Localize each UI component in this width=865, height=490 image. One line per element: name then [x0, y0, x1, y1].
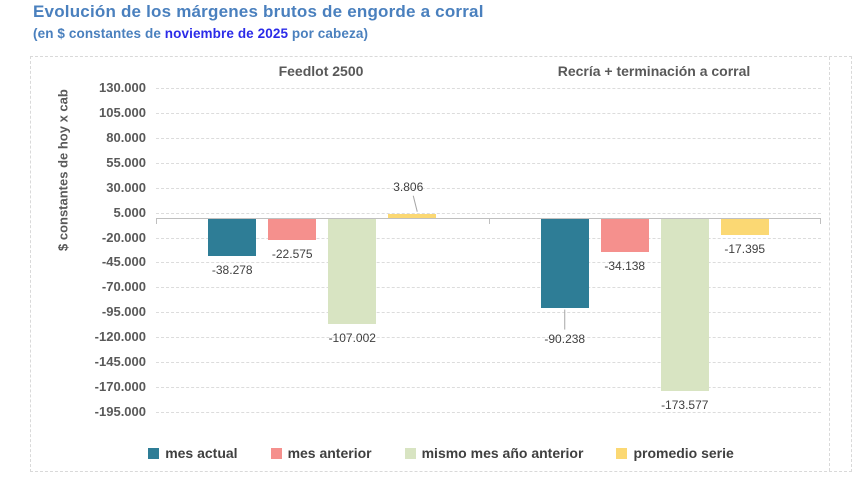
bar-mismo-mes-año-anterior-group1 — [660, 217, 709, 391]
legend-item-mes-anterior: mes anterior — [270, 445, 372, 461]
y-tick-label: -170.000 — [94, 379, 146, 395]
legend-swatch-icon — [404, 447, 416, 459]
legend-swatch-icon — [270, 447, 282, 459]
plot-right-border — [829, 57, 830, 471]
x-axis-line — [156, 217, 821, 219]
plot-area: 130.000 105.000 80.000 55.000 30.000 5.000 -20… — [95, 80, 821, 419]
gridline — [156, 88, 821, 89]
legend-item-promedio-serie: promedio serie — [616, 445, 734, 461]
y-tick-label: -120.000 — [94, 329, 146, 345]
y-tick-label: -70.000 — [101, 279, 146, 295]
bar-value-label: -17.395 — [724, 241, 766, 256]
bar-value-label: 3.806 — [393, 179, 424, 194]
bar-value-label: -38.278 — [211, 262, 253, 277]
bar-mes-anterior-group1 — [600, 217, 649, 252]
bar-value-label: -90.238 — [544, 331, 586, 346]
y-tick-label: -45.000 — [101, 254, 146, 270]
bar-promedio-serie-group0 — [388, 213, 437, 218]
subtitle-suffix: por cabeza) — [288, 26, 369, 41]
bar-value-label: -173.577 — [661, 397, 709, 412]
bar-value-label: -107.002 — [328, 331, 376, 346]
y-tick-label: -20.000 — [101, 229, 146, 245]
gridline — [156, 337, 821, 339]
legend-label: mes anterior — [287, 445, 372, 461]
legend: mes actual mes anterior mismo mes año ante… — [31, 445, 851, 461]
group-header-recria-terminacion: Recría + terminación a corral — [557, 63, 751, 79]
gridline — [156, 162, 821, 164]
page-title: Evolución de los márgenes brutos de engo… — [33, 2, 484, 21]
chart-area: Feedlot 2500 Recría + terminación a corr… — [30, 56, 852, 472]
page-subtitle: (en $ constantes de noviembre de 2025 po… — [33, 26, 368, 41]
y-tick-label: -195.000 — [94, 404, 146, 419]
legend-item-mismo-mes-año-anterior: mismo mes año anterior — [404, 445, 584, 461]
legend-label: promedio serie — [633, 445, 734, 461]
gridline — [156, 412, 821, 413]
y-tick-label: -95.000 — [101, 304, 146, 320]
y-tick-label: 80.000 — [106, 129, 146, 145]
bar-mes-anterior-group0 — [268, 217, 317, 241]
bar-mes-actual-group0 — [208, 217, 257, 256]
gridline — [156, 312, 821, 314]
axis-boundary-tick — [820, 218, 821, 224]
legend-item-mes-actual: mes actual — [148, 445, 238, 461]
legend-swatch-icon — [148, 447, 160, 459]
legend-swatch-icon — [616, 447, 628, 459]
gridline — [156, 112, 821, 114]
gridline — [156, 262, 821, 264]
axis-boundary-tick — [488, 218, 490, 224]
legend-label: mismo mes año anterior — [421, 445, 584, 461]
bar-value-label: -34.138 — [604, 258, 646, 273]
gridline — [156, 362, 821, 364]
axis-boundary-tick — [156, 218, 157, 224]
gridline — [156, 237, 821, 239]
bar-mes-actual-group1 — [540, 217, 589, 308]
gridline — [156, 137, 821, 139]
gridline — [156, 287, 821, 289]
bar-promedio-serie-group1 — [720, 217, 769, 235]
y-tick-label: 55.000 — [106, 154, 146, 170]
y-tick-label: 5.000 — [113, 204, 146, 220]
y-tick-label: 130.000 — [99, 80, 146, 95]
bar-value-label: -22.575 — [271, 247, 313, 262]
gridline — [156, 387, 821, 389]
subtitle-month-highlight: noviembre de 2025 — [164, 26, 289, 41]
gridline — [156, 212, 821, 214]
legend-label: mes actual — [165, 445, 238, 461]
y-tick-label: 105.000 — [99, 104, 146, 120]
subtitle-prefix: (en $ constantes de — [33, 26, 165, 41]
group-header-feedlot-2500: Feedlot 2500 — [278, 63, 364, 79]
bar-mismo-mes-año-anterior-group0 — [328, 217, 377, 325]
y-tick-label: -145.000 — [94, 354, 146, 370]
gridline — [156, 187, 821, 189]
y-tick-label: 30.000 — [106, 179, 146, 195]
